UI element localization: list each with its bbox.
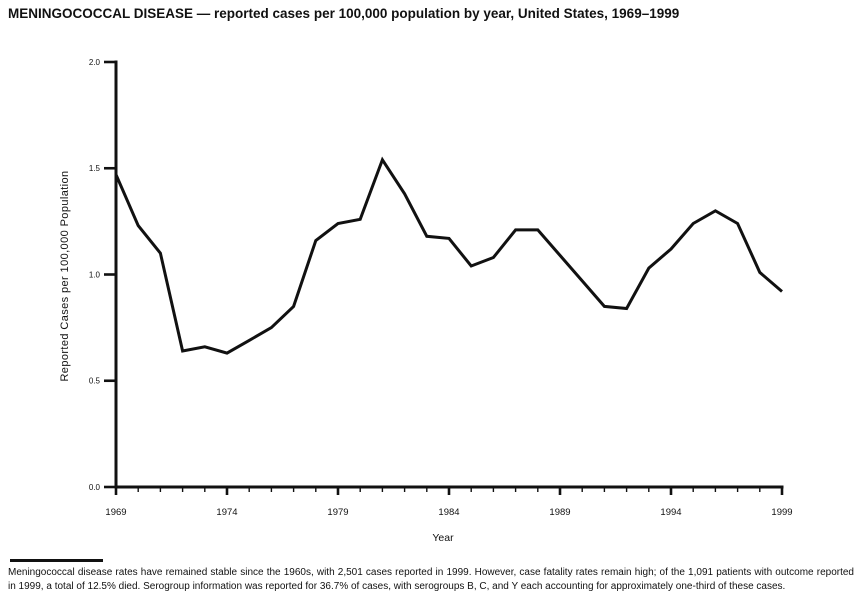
disease-rate-line <box>114 156 783 355</box>
y-axis-ticks <box>104 60 116 489</box>
y-tick-label: 0.0 <box>89 483 101 492</box>
x-tick-label: 1999 <box>771 507 792 518</box>
footnote-divider <box>10 559 103 562</box>
footnote-text: Meningococcal disease rates have remaine… <box>8 567 854 592</box>
x-tick-label: 1984 <box>438 507 459 518</box>
x-axis-ticks <box>114 487 784 495</box>
x-tick-label: 1969 <box>105 507 126 518</box>
y-axis-tick-labels: 0.0 0.5 1.0 1.5 2.0 <box>89 58 101 492</box>
y-tick-label: 1.0 <box>89 270 101 279</box>
x-axis-title: Year <box>432 532 454 544</box>
y-tick-label: 2.0 <box>89 58 101 67</box>
x-axis-tick-labels: 1969 1974 1979 1984 1989 1994 1999 <box>105 507 792 518</box>
y-axis-title: Reported Cases per 100,000 Population <box>59 170 71 381</box>
x-tick-label: 1979 <box>327 507 348 518</box>
y-tick-label: 0.5 <box>89 377 101 386</box>
x-tick-label: 1974 <box>216 507 237 518</box>
chart-title: MENINGOCOCCAL DISEASE — reported cases p… <box>8 6 680 21</box>
line-chart: 0.0 0.5 1.0 1.5 2.0 1969 1974 1979 1984 1989 1994… <box>59 58 793 544</box>
x-tick-label: 1994 <box>660 507 681 518</box>
y-tick-label: 1.5 <box>89 164 101 173</box>
x-tick-label: 1989 <box>549 507 570 518</box>
